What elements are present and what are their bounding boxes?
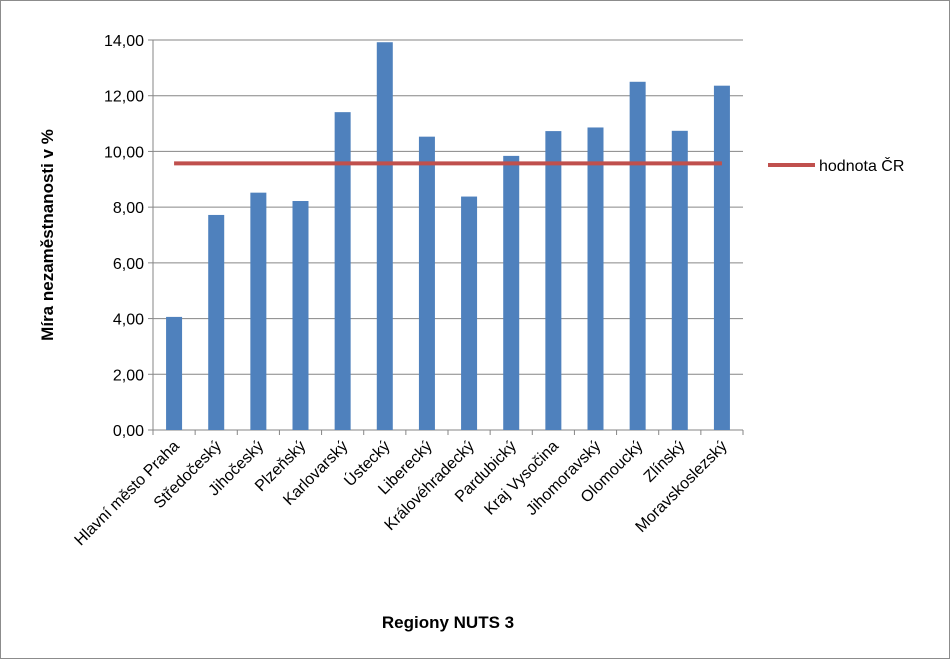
x-tick-labels: Hlavní město PrahaStředočeskýJihočeskýPl… <box>72 436 731 549</box>
y-tick-label: 6,00 <box>113 256 144 273</box>
bar <box>292 201 309 430</box>
y-tick-label: 8,00 <box>113 200 144 217</box>
x-tick-label: Jihomoravský <box>523 438 604 519</box>
bar <box>545 131 562 431</box>
bar <box>461 196 478 430</box>
bar <box>250 192 267 430</box>
x-tick-label: Kraj Vysočina <box>481 438 562 519</box>
gridlines <box>148 39 743 431</box>
y-tick-label: 4,00 <box>113 312 144 329</box>
y-tick-label: 12,00 <box>104 89 144 106</box>
bar <box>671 130 688 431</box>
axes <box>152 40 744 435</box>
bar <box>587 127 604 430</box>
bar <box>713 85 730 430</box>
bar <box>629 81 646 431</box>
y-axis-title: Míra nezaměstnanosti v % <box>38 129 57 341</box>
y-tick-label: 2,00 <box>113 367 144 384</box>
legend-label: hodnota ČR <box>819 156 904 175</box>
legend: hodnota ČR <box>768 156 904 175</box>
y-tick-label: 10,00 <box>104 144 144 161</box>
y-tick-labels: 0,00 2,00 4,00 6,00 8,00 10,00 12,00 14,00 <box>104 33 144 440</box>
bar <box>334 112 351 431</box>
y-tick-label: 0,00 <box>113 423 144 440</box>
bar-series <box>166 42 730 431</box>
bar <box>166 316 183 430</box>
bar <box>503 155 520 430</box>
bar <box>376 42 393 430</box>
bar <box>208 214 225 430</box>
bar <box>418 136 435 430</box>
x-axis-title: Regiony NUTS 3 <box>382 613 514 632</box>
y-tick-label: 14,00 <box>104 33 144 50</box>
